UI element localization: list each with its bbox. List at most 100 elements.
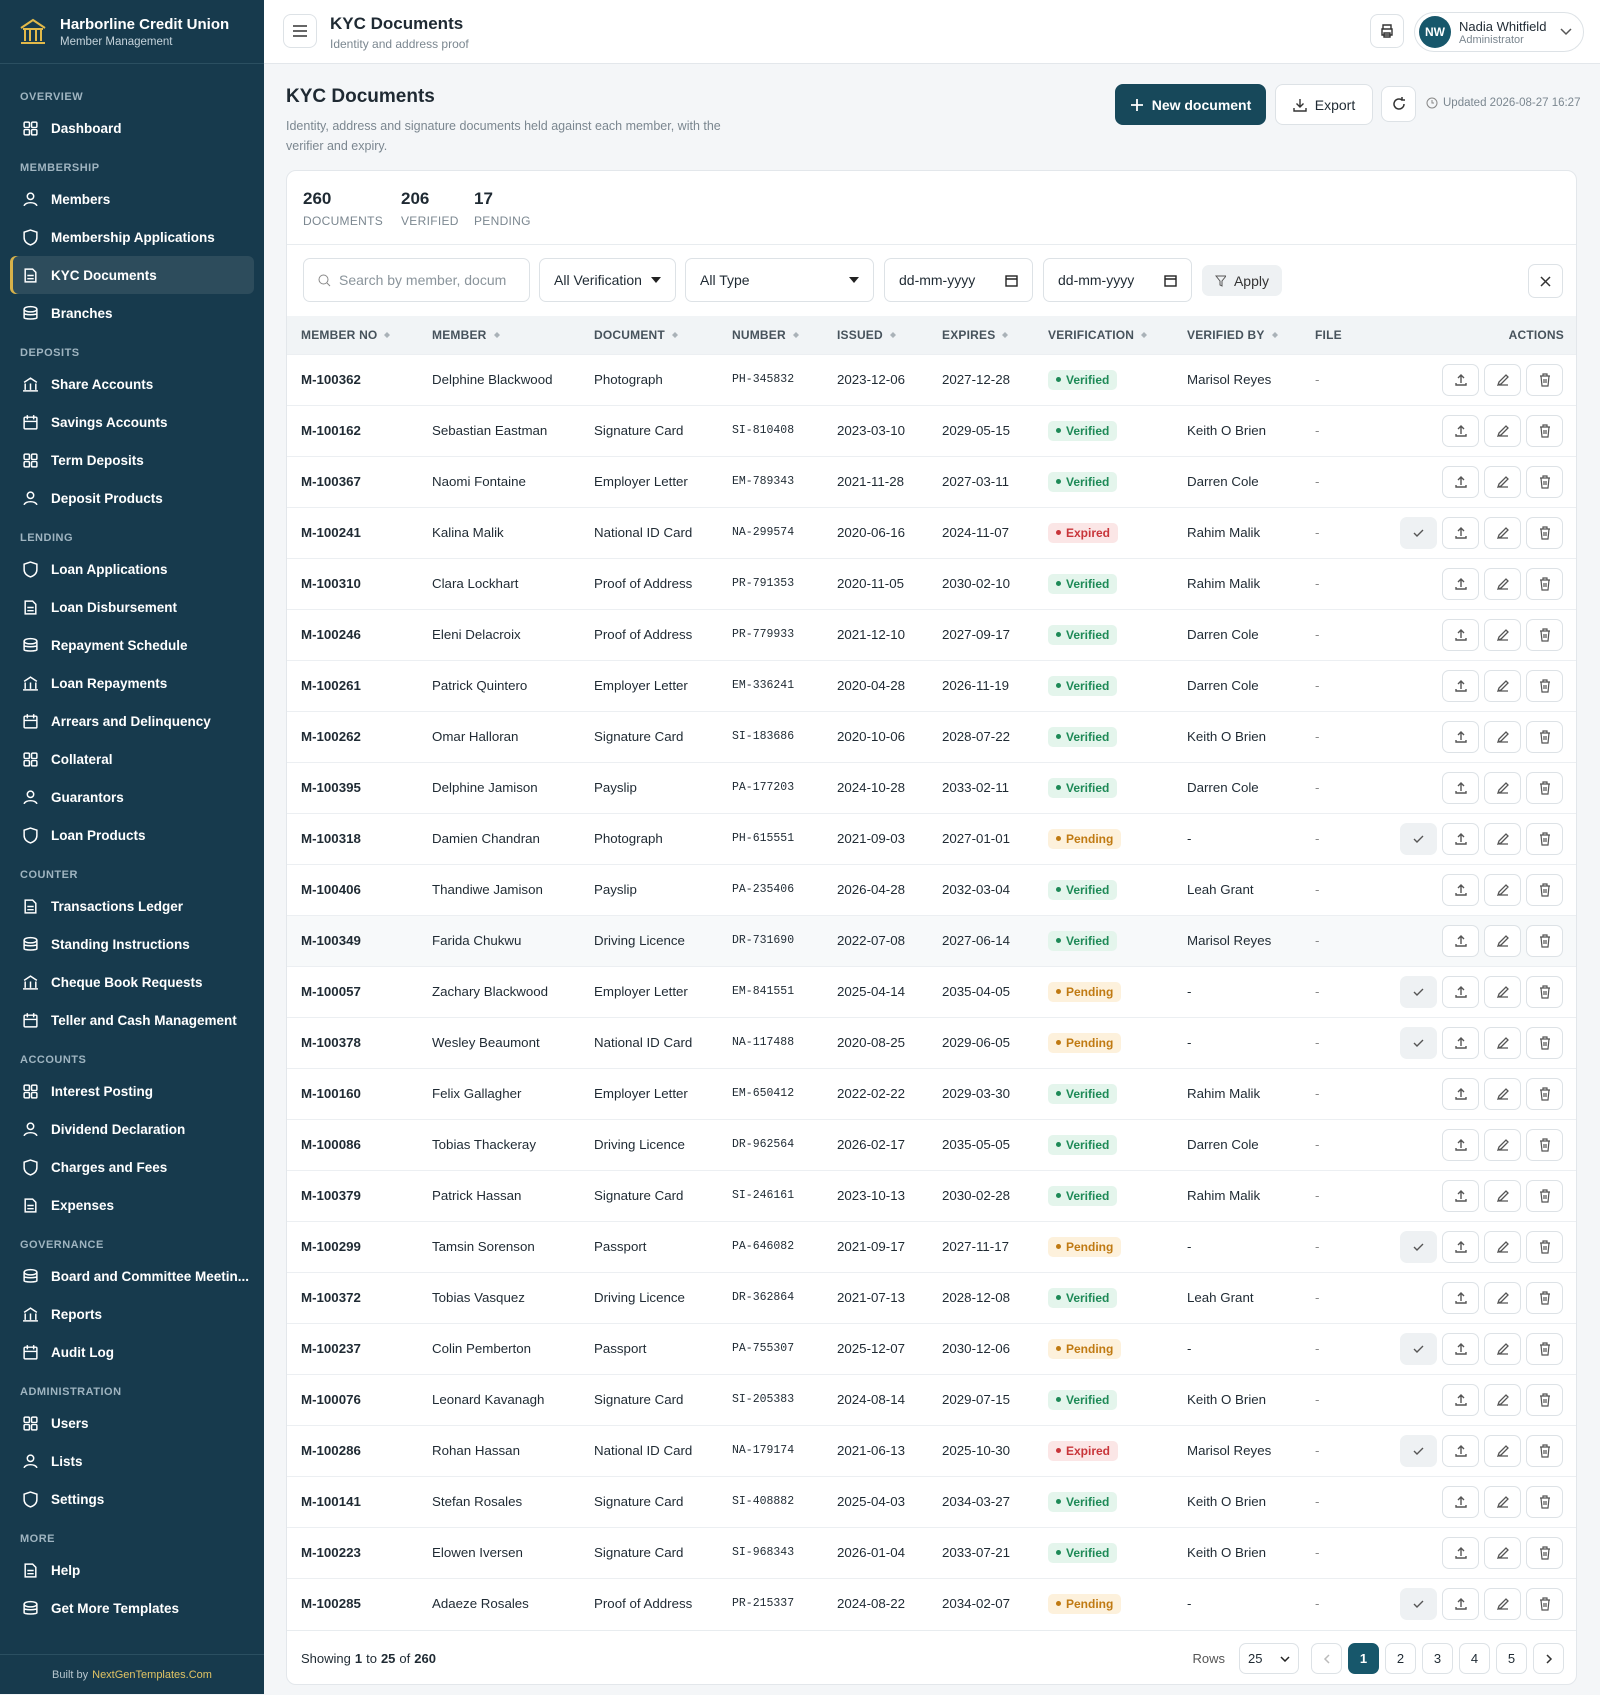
search-input[interactable]: Search by member, docum [303, 258, 530, 302]
edit-button[interactable] [1484, 1332, 1521, 1365]
nav-item[interactable]: Charges and Fees [10, 1148, 254, 1186]
nav-item[interactable]: Help [10, 1551, 254, 1589]
edit-button[interactable] [1484, 669, 1521, 702]
delete-button[interactable] [1526, 414, 1563, 447]
next-page[interactable] [1533, 1643, 1564, 1674]
upload-button[interactable] [1442, 720, 1479, 753]
edit-button[interactable] [1484, 1077, 1521, 1110]
edit-button[interactable] [1484, 1281, 1521, 1314]
upload-button[interactable] [1442, 1179, 1479, 1212]
edit-button[interactable] [1484, 1536, 1521, 1569]
nav-item[interactable]: Transactions Ledger [10, 887, 254, 925]
date-from[interactable]: dd-mm-yyyy [884, 258, 1033, 302]
delete-button[interactable] [1526, 1281, 1563, 1314]
delete-button[interactable] [1526, 1230, 1563, 1263]
upload-button[interactable] [1442, 1281, 1479, 1314]
edit-button[interactable] [1484, 465, 1521, 498]
nav-item[interactable]: Loan Repayments [10, 664, 254, 702]
edit-button[interactable] [1484, 1128, 1521, 1161]
upload-button[interactable] [1442, 1434, 1479, 1467]
approve-button[interactable] [1400, 975, 1437, 1008]
upload-button[interactable] [1442, 1026, 1479, 1059]
delete-button[interactable] [1526, 465, 1563, 498]
sort-icon[interactable] [1269, 331, 1281, 339]
upload-button[interactable] [1442, 618, 1479, 651]
upload-button[interactable] [1442, 1536, 1479, 1569]
delete-button[interactable] [1526, 720, 1563, 753]
upload-button[interactable] [1442, 822, 1479, 855]
edit-button[interactable] [1484, 1230, 1521, 1263]
edit-button[interactable] [1484, 1026, 1521, 1059]
nav-item[interactable]: Arrears and Delinquency [10, 702, 254, 740]
new-document-button[interactable]: New document [1115, 84, 1266, 125]
export-button[interactable]: Export [1275, 84, 1373, 125]
nav-item[interactable]: Term Deposits [10, 441, 254, 479]
page-button[interactable]: 5 [1496, 1643, 1527, 1674]
upload-button[interactable] [1442, 1230, 1479, 1263]
nav-item[interactable]: Lists [10, 1442, 254, 1480]
nav-item[interactable]: Dividend Declaration [10, 1110, 254, 1148]
verification-select[interactable]: All Verification [539, 258, 676, 302]
nav-item[interactable]: Guarantors [10, 778, 254, 816]
delete-button[interactable] [1526, 1383, 1563, 1416]
nav-item[interactable]: Audit Log [10, 1333, 254, 1371]
approve-button[interactable] [1400, 822, 1437, 855]
page-button[interactable]: 2 [1385, 1643, 1416, 1674]
upload-button[interactable] [1442, 1332, 1479, 1365]
upload-button[interactable] [1442, 465, 1479, 498]
delete-button[interactable] [1526, 669, 1563, 702]
nav-item[interactable]: Savings Accounts [10, 403, 254, 441]
delete-button[interactable] [1526, 975, 1563, 1008]
upload-button[interactable] [1442, 669, 1479, 702]
approve-button[interactable] [1400, 1026, 1437, 1059]
upload-button[interactable] [1442, 975, 1479, 1008]
prev-page[interactable] [1311, 1643, 1342, 1674]
edit-button[interactable] [1484, 414, 1521, 447]
delete-button[interactable] [1526, 771, 1563, 804]
print-button[interactable] [1370, 14, 1404, 48]
nav-item[interactable]: KYC Documents [10, 256, 254, 294]
page-button[interactable]: 4 [1459, 1643, 1490, 1674]
edit-button[interactable] [1484, 975, 1521, 1008]
apply-button[interactable]: Apply [1202, 265, 1282, 296]
nav-item[interactable]: Board and Committee Meetin... [10, 1257, 254, 1295]
nav-item[interactable]: Settings [10, 1480, 254, 1518]
sort-icon[interactable] [669, 331, 681, 339]
delete-button[interactable] [1526, 1536, 1563, 1569]
refresh-button[interactable] [1381, 86, 1416, 122]
nav-item[interactable]: Dashboard [10, 109, 254, 147]
edit-button[interactable] [1484, 516, 1521, 549]
nav-item[interactable]: Standing Instructions [10, 925, 254, 963]
approve-button[interactable] [1400, 1332, 1437, 1365]
upload-button[interactable] [1442, 516, 1479, 549]
edit-button[interactable] [1484, 720, 1521, 753]
sort-icon[interactable] [1138, 331, 1150, 339]
page-button[interactable]: 1 [1348, 1643, 1379, 1674]
user-menu[interactable]: NW Nadia Whitfield Administrator [1414, 12, 1584, 52]
delete-button[interactable] [1526, 516, 1563, 549]
nav-item[interactable]: Interest Posting [10, 1072, 254, 1110]
upload-button[interactable] [1442, 1485, 1479, 1518]
nav-item[interactable]: Repayment Schedule [10, 626, 254, 664]
menu-button[interactable] [283, 14, 317, 48]
nav-item[interactable]: Branches [10, 294, 254, 332]
approve-button[interactable] [1400, 1230, 1437, 1263]
upload-button[interactable] [1442, 924, 1479, 957]
edit-button[interactable] [1484, 1179, 1521, 1212]
edit-button[interactable] [1484, 363, 1521, 396]
delete-button[interactable] [1526, 1026, 1563, 1059]
upload-button[interactable] [1442, 1383, 1479, 1416]
nav-item[interactable]: Collateral [10, 740, 254, 778]
nav-item[interactable]: Deposit Products [10, 479, 254, 517]
delete-button[interactable] [1526, 1587, 1563, 1620]
rows-select[interactable]: 25 [1239, 1643, 1299, 1674]
nav-item[interactable]: Users [10, 1404, 254, 1442]
sort-icon[interactable] [999, 331, 1011, 339]
edit-button[interactable] [1484, 1485, 1521, 1518]
upload-button[interactable] [1442, 363, 1479, 396]
sort-icon[interactable] [491, 331, 503, 339]
delete-button[interactable] [1526, 924, 1563, 957]
page-button[interactable]: 3 [1422, 1643, 1453, 1674]
upload-button[interactable] [1442, 567, 1479, 600]
type-select[interactable]: All Type [685, 258, 874, 302]
